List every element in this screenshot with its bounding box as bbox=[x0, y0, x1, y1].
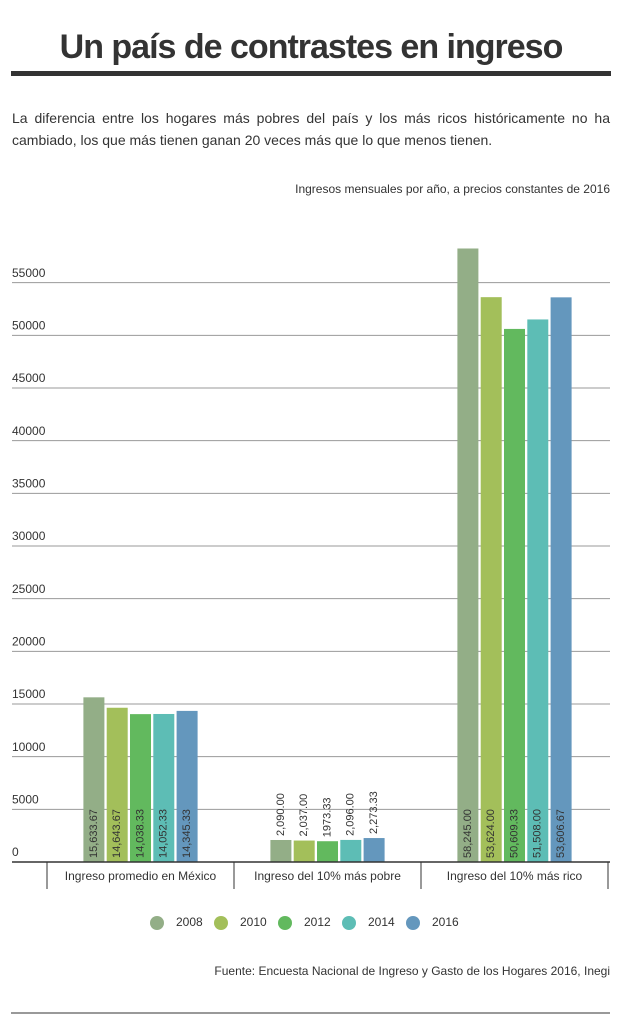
data-label: 2,096.00 bbox=[345, 793, 357, 836]
y-tick-label: 0 bbox=[12, 845, 19, 859]
data-label: 50,609.33 bbox=[508, 809, 520, 858]
y-tick-label: 30000 bbox=[12, 529, 46, 543]
legend-swatch bbox=[150, 916, 164, 930]
bar bbox=[83, 697, 105, 862]
legend-swatch bbox=[342, 916, 356, 930]
data-label: 53,606.67 bbox=[555, 809, 567, 858]
bar bbox=[480, 297, 502, 862]
title-rule bbox=[11, 71, 611, 76]
bar bbox=[153, 713, 175, 862]
data-label: 14,345.33 bbox=[181, 809, 193, 858]
y-tick-label: 50000 bbox=[12, 319, 46, 333]
data-label: 2,090.00 bbox=[275, 793, 287, 836]
bar bbox=[176, 710, 198, 862]
data-label: 2,273.33 bbox=[368, 791, 380, 834]
bar bbox=[550, 297, 572, 862]
x-tick-label: Ingreso del 10% más pobre bbox=[254, 869, 401, 883]
data-label: 14,052.33 bbox=[158, 809, 170, 858]
legend-label: 2012 bbox=[304, 915, 331, 929]
chart-subtitle: La diferencia entre los hogares más pobr… bbox=[12, 110, 610, 148]
y-tick-label: 55000 bbox=[12, 266, 46, 280]
bar bbox=[363, 838, 385, 862]
bar bbox=[270, 839, 292, 862]
chart-source: Fuente: Encuesta Nacional de Ingreso y G… bbox=[214, 964, 610, 978]
y-tick-label: 15000 bbox=[12, 687, 46, 701]
data-label: 14,643.67 bbox=[111, 809, 123, 858]
x-tick-label: Ingreso del 10% más rico bbox=[447, 869, 583, 883]
data-label: 1973.33 bbox=[321, 797, 333, 837]
y-tick-label: 10000 bbox=[12, 740, 46, 754]
y-tick-label: 40000 bbox=[12, 424, 46, 438]
legend-swatch bbox=[214, 916, 228, 930]
y-tick-label: 35000 bbox=[12, 477, 46, 491]
bar bbox=[130, 714, 151, 862]
chart-note: Ingresos mensuales por año, a precios co… bbox=[295, 182, 610, 196]
legend-swatch bbox=[406, 916, 420, 930]
bar bbox=[317, 841, 338, 862]
y-tick-label: 20000 bbox=[12, 635, 46, 649]
bar bbox=[527, 319, 549, 862]
bar bbox=[340, 839, 362, 862]
bar bbox=[293, 840, 315, 862]
data-label: 15,633.67 bbox=[88, 809, 100, 858]
y-tick-label: 45000 bbox=[12, 371, 46, 385]
data-label: 53,624.00 bbox=[485, 809, 497, 858]
data-label: 51,508.00 bbox=[532, 809, 544, 858]
bar bbox=[106, 707, 128, 862]
chart-title: Un país de contrastes en ingreso bbox=[59, 28, 564, 66]
legend-swatch bbox=[278, 916, 292, 930]
legend-label: 2016 bbox=[432, 915, 459, 929]
bar bbox=[457, 248, 479, 863]
legend-label: 2008 bbox=[176, 915, 203, 929]
x-tick-label: Ingreso promedio en México bbox=[65, 869, 217, 883]
data-label: 14,038.33 bbox=[134, 809, 146, 858]
bar bbox=[504, 328, 525, 863]
data-label: 2,037.00 bbox=[298, 794, 310, 837]
legend-label: 2014 bbox=[368, 915, 395, 929]
y-tick-label: 25000 bbox=[12, 582, 46, 596]
y-tick-label: 5000 bbox=[12, 793, 39, 807]
data-label: 58,245.00 bbox=[462, 809, 474, 858]
legend-label: 2010 bbox=[240, 915, 267, 929]
